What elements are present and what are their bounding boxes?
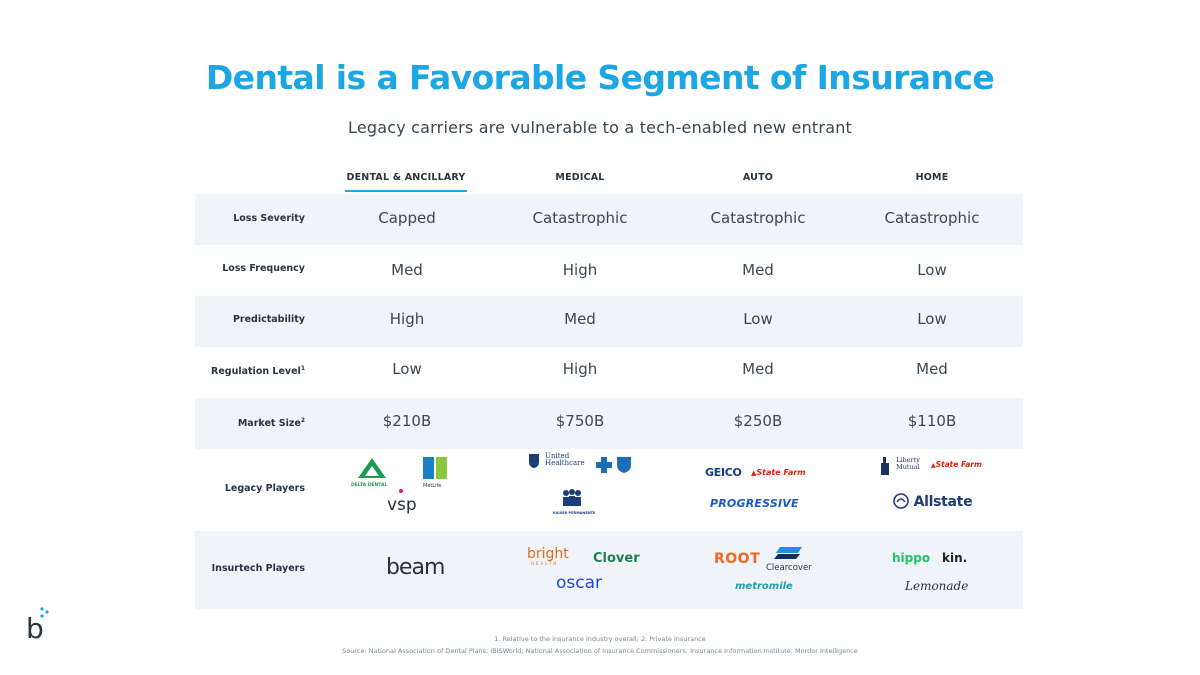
vsp-dot-icon [399, 489, 403, 493]
row-label: Regulation Level1 [211, 365, 305, 378]
metlife-m-icon [423, 457, 447, 479]
state-farm-ovals-icon: ▲ [751, 469, 757, 477]
table-row: Loss Severity Capped Catastrophic Catast… [195, 194, 1023, 245]
delta-triangle-icon [358, 458, 386, 478]
united-shield-icon [529, 454, 539, 468]
brand-dots-icon [40, 607, 49, 618]
table-cell: Catastrophic [884, 209, 980, 227]
page-subtitle: Legacy carriers are vulnerable to a tech… [347, 118, 853, 137]
comparison-table: DENTAL & ANCILLARY MEDICAL AUTO HOME Los… [195, 160, 1023, 609]
table-cell: Catastrophic [532, 209, 628, 227]
vsp-logo: vsp [387, 489, 417, 515]
source-note: Source: National Association of Dental P… [342, 647, 858, 655]
bright-health-logo: bright HEALTH [527, 546, 569, 566]
row-label: Insurtech Players [211, 563, 305, 574]
allstate-hands-icon [893, 493, 909, 509]
table-row: Loss Frequency Med High Med Low [195, 245, 1023, 296]
legacy-players-row: Legacy Players DELTA DENTAL MetLife vsp [195, 449, 1023, 531]
oscar-logo: oscar [556, 573, 603, 593]
row-label: Predictability [232, 314, 305, 325]
table-header-row: DENTAL & ANCILLARY MEDICAL AUTO HOME [195, 160, 1023, 194]
page-title: Dental is a Favorable Segment of Insuran… [205, 58, 995, 97]
row-label: Loss Frequency [222, 263, 305, 274]
united-healthcare-logo: United Healthcare [528, 453, 585, 472]
table-row: Market Size2 $210B $750B $250B $110B [195, 398, 1023, 449]
state-farm-logo: ▲State Farm [751, 468, 806, 477]
bcbs-logo [595, 455, 635, 477]
progressive-logo: PROGRESSIVE [710, 497, 799, 510]
statue-of-liberty-icon [881, 457, 889, 475]
column-header-dental: DENTAL & ANCILLARY [345, 172, 467, 192]
geico-logo: GEICO [705, 466, 742, 479]
delta-dental-logo: DELTA DENTAL [351, 457, 387, 488]
column-header-medical: MEDICAL [555, 172, 605, 183]
row-label: Legacy Players [224, 483, 305, 494]
state-farm-ovals-icon: ▲ [931, 462, 936, 469]
kaiser-people-icon [563, 489, 581, 506]
table-cell: Med [742, 360, 774, 378]
table-cell: $210B [382, 412, 432, 430]
metlife-logo: MetLife [423, 457, 447, 489]
footnote: 1. Relative to the insurance industry ov… [494, 635, 706, 643]
table-cell: High [562, 360, 598, 378]
table-cell: Med [564, 310, 596, 328]
state-farm-home-logo: ▲State Farm [931, 460, 982, 469]
brand-logo: b [26, 612, 44, 645]
table-cell: High [562, 261, 598, 279]
table-cell: Low [917, 261, 947, 279]
cross-shield-icon [596, 457, 631, 473]
table-cell: $250B [733, 412, 783, 430]
kaiser-permanente-logo: KAISER PERMANENTE [553, 489, 595, 515]
lemonade-logo: Lemonade [905, 579, 969, 593]
table-cell: $110B [907, 412, 957, 430]
table-cell: $750B [555, 412, 605, 430]
kin-logo: kin. [942, 551, 968, 565]
table-cell: Capped [378, 209, 436, 227]
table-row: Predictability High Med Low Low [195, 296, 1023, 347]
clover-logo: Clover [593, 551, 640, 566]
root-logo: ROOT [714, 551, 761, 567]
hippo-logo: hippo [892, 551, 931, 565]
clearcover-logo: Clearcover [766, 545, 812, 573]
allstate-logo: Allstate [893, 493, 973, 510]
table-cell: High [389, 310, 425, 328]
insurtech-players-row: Insurtech Players beam bright HEALTH Clo… [195, 531, 1023, 609]
table-cell: Med [742, 261, 774, 279]
table-cell: Catastrophic [710, 209, 806, 227]
clearcover-shape-icon [773, 547, 802, 559]
metromile-logo: metromile [735, 581, 793, 592]
column-header-auto: AUTO [742, 172, 774, 183]
beam-logo: beam [386, 555, 445, 580]
table-cell: Low [743, 310, 773, 328]
table-cell: Med [916, 360, 948, 378]
liberty-mutual-logo: Liberty Mutual [879, 457, 920, 476]
table-cell: Med [391, 261, 423, 279]
row-label: Loss Severity [233, 213, 305, 224]
row-label: Market Size2 [237, 417, 305, 430]
table-row: Regulation Level1 Low High Med Med [195, 347, 1023, 398]
table-cell: Low [392, 360, 422, 378]
column-header-home: HOME [915, 172, 949, 183]
table-cell: Low [917, 310, 947, 328]
